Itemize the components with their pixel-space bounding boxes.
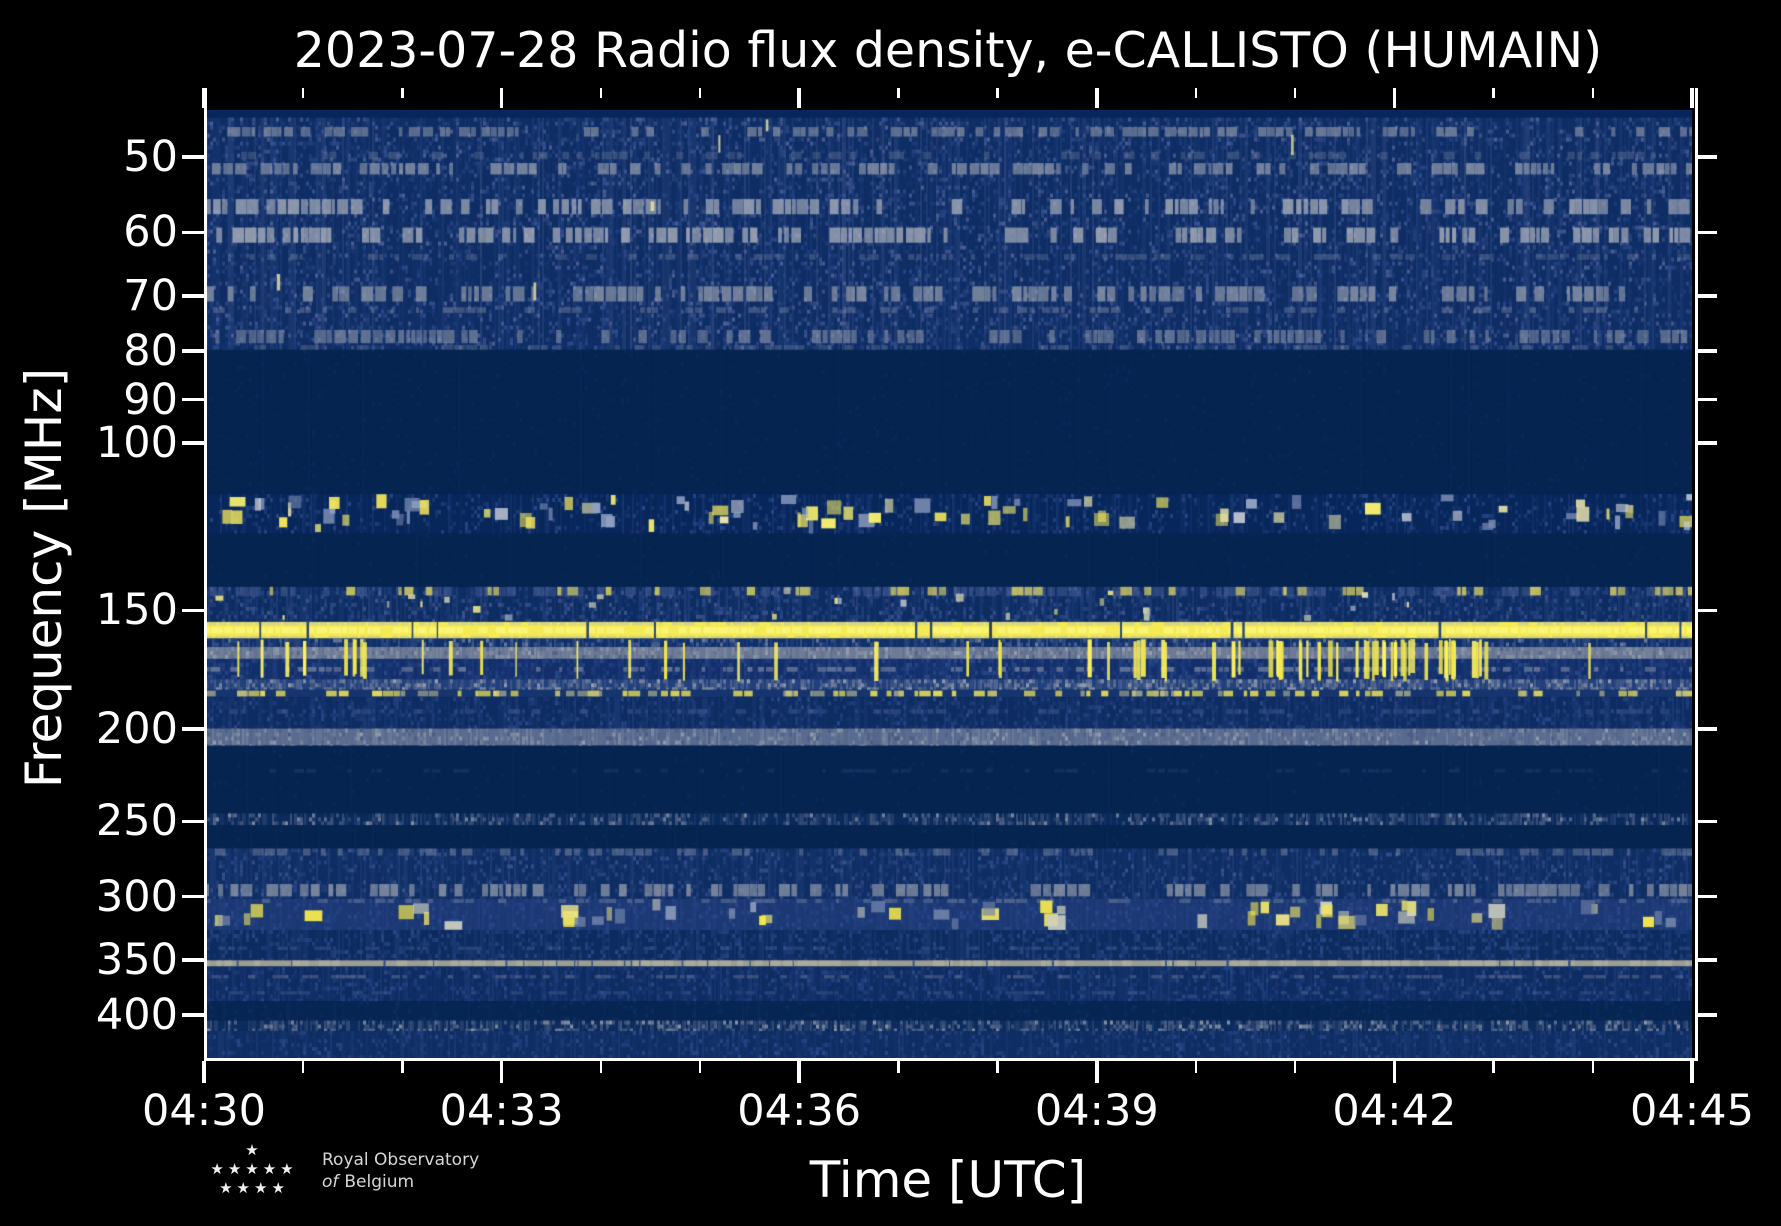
- spectrogram-canvas: [204, 110, 1692, 1058]
- x-tick-bottom: [202, 1061, 206, 1083]
- y-tick-label: 200: [95, 704, 178, 755]
- x-tick-top: [1690, 88, 1694, 108]
- y-tick-left: [182, 727, 204, 731]
- x-tick-top: [698, 88, 702, 98]
- y-tick-label: 100: [95, 418, 178, 469]
- star-icon: ★: [262, 1160, 277, 1178]
- star-row: ★ ★ ★ ★: [219, 1179, 285, 1198]
- star-icon: ★: [219, 1179, 233, 1197]
- x-tick-top: [1194, 88, 1198, 98]
- x-tick-label: 04:42: [1332, 1086, 1457, 1136]
- x-tick-top: [499, 88, 504, 108]
- x-tick-bottom: [1492, 1061, 1495, 1073]
- star-icon: ★: [280, 1160, 294, 1178]
- x-tick-label: 04:33: [439, 1086, 564, 1136]
- y-tick-label: 70: [123, 271, 178, 321]
- y-tick-left: [182, 397, 204, 402]
- y-tick-label: 250: [95, 796, 178, 847]
- y-tick-right: [1695, 1013, 1717, 1017]
- rob-logo-line1: Royal Observatory: [322, 1150, 480, 1170]
- star-icon: ★: [254, 1179, 268, 1197]
- star-icon: ★: [227, 1160, 242, 1178]
- y-tick-left: [182, 294, 204, 298]
- y-tick-right: [1695, 958, 1717, 962]
- star-row: ★ ★ ★ ★ ★: [210, 1160, 293, 1179]
- y-tick-label: 300: [95, 871, 178, 922]
- y-tick-left: [182, 894, 204, 899]
- x-tick-bottom: [698, 1061, 702, 1073]
- y-tick-right: [1695, 608, 1717, 613]
- x-tick-top: [897, 88, 900, 98]
- y-tick-label: 80: [123, 326, 178, 377]
- y-tick-right: [1695, 155, 1717, 159]
- y-tick-label: 60: [123, 207, 178, 258]
- rob-logo-line2-italic: of: [322, 1172, 339, 1192]
- y-tick-left: [182, 958, 204, 962]
- x-tick-top: [599, 88, 603, 98]
- y-tick-right: [1695, 441, 1717, 445]
- y-tick-right: [1695, 894, 1717, 899]
- x-tick-label: 04:30: [142, 1086, 266, 1136]
- rob-logo-text: Royal Observatory of Belgium: [322, 1141, 479, 1193]
- x-tick-top: [1293, 88, 1297, 98]
- y-tick-label: 90: [123, 374, 178, 425]
- y-tick-right: [1695, 819, 1717, 824]
- rob-logo-line2-word: Belgium: [344, 1172, 415, 1192]
- x-tick-top: [1492, 88, 1495, 98]
- y-tick-label: 50: [123, 132, 178, 183]
- y-tick-left: [182, 155, 204, 159]
- x-tick-top: [401, 88, 404, 98]
- x-tick-label: 04:39: [1034, 1086, 1159, 1136]
- plot-area: [204, 88, 1698, 1061]
- y-tick-left: [182, 819, 204, 824]
- x-tick-bottom: [1293, 1061, 1297, 1073]
- y-tick-left: [182, 441, 204, 445]
- star-icon: ★: [236, 1179, 250, 1197]
- x-tick-bottom: [996, 1061, 999, 1073]
- x-tick-bottom: [897, 1061, 900, 1073]
- y-tick-label: 350: [95, 935, 178, 986]
- x-tick-top: [797, 88, 801, 108]
- x-axis-label: Time [UTC]: [809, 1151, 1087, 1209]
- y-tick-right: [1695, 727, 1717, 731]
- star-row: ★: [245, 1141, 258, 1160]
- y-tick-right: [1695, 294, 1717, 298]
- x-tick-top: [996, 88, 999, 98]
- x-tick-bottom: [1392, 1061, 1397, 1083]
- y-tick-right: [1695, 397, 1717, 402]
- x-tick-bottom: [401, 1061, 404, 1073]
- x-tick-bottom: [1690, 1061, 1694, 1083]
- rob-logo-line2: of Belgium: [322, 1171, 479, 1193]
- x-tick-bottom: [1591, 1061, 1595, 1073]
- x-tick-label: 04:45: [1630, 1086, 1754, 1136]
- rob-logo-stars-icon: ★ ★ ★ ★ ★ ★ ★ ★ ★ ★: [200, 1141, 304, 1198]
- star-icon: ★: [245, 1141, 259, 1159]
- star-icon: ★: [271, 1179, 285, 1197]
- y-tick-right: [1695, 230, 1717, 235]
- x-tick-top: [301, 88, 305, 98]
- x-tick-bottom: [797, 1061, 801, 1083]
- chart-title: 2023-07-28 Radio flux density, e-CALLIST…: [293, 22, 1603, 79]
- rob-logo: ★ ★ ★ ★ ★ ★ ★ ★ ★ ★ Royal Observatory of Belgium: [200, 1141, 479, 1198]
- star-icon: ★: [210, 1160, 224, 1178]
- y-tick-left: [182, 608, 204, 613]
- star-icon: ★: [245, 1160, 259, 1178]
- x-tick-bottom: [1095, 1061, 1099, 1083]
- y-tick-left: [182, 230, 204, 235]
- x-tick-top: [1095, 88, 1099, 108]
- y-tick-label: 150: [95, 585, 178, 636]
- x-tick-bottom: [599, 1061, 603, 1073]
- x-tick-label: 04:36: [737, 1086, 862, 1136]
- x-tick-top: [202, 88, 206, 108]
- y-tick-label: 400: [95, 990, 178, 1041]
- x-tick-top: [1392, 88, 1397, 108]
- y-tick-left: [182, 1013, 204, 1017]
- x-tick-bottom: [301, 1061, 305, 1073]
- x-tick-top: [1591, 88, 1595, 98]
- y-tick-right: [1695, 349, 1717, 353]
- x-tick-bottom: [1194, 1061, 1198, 1073]
- y-tick-left: [182, 349, 204, 353]
- x-tick-bottom: [499, 1061, 504, 1083]
